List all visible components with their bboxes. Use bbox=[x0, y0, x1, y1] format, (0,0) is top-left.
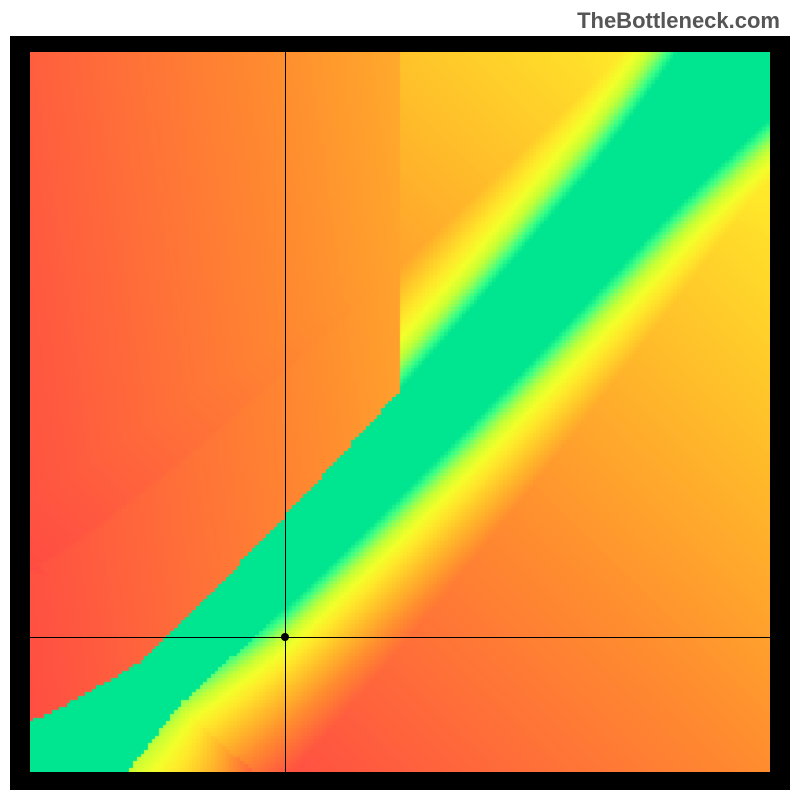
crosshair-marker-dot bbox=[281, 633, 289, 641]
watermark-text: TheBottleneck.com bbox=[577, 8, 780, 34]
chart-plot-area bbox=[30, 52, 770, 772]
heatmap-canvas bbox=[30, 52, 770, 772]
crosshair-horizontal bbox=[30, 637, 770, 638]
crosshair-vertical bbox=[285, 52, 286, 772]
chart-frame bbox=[10, 36, 790, 790]
